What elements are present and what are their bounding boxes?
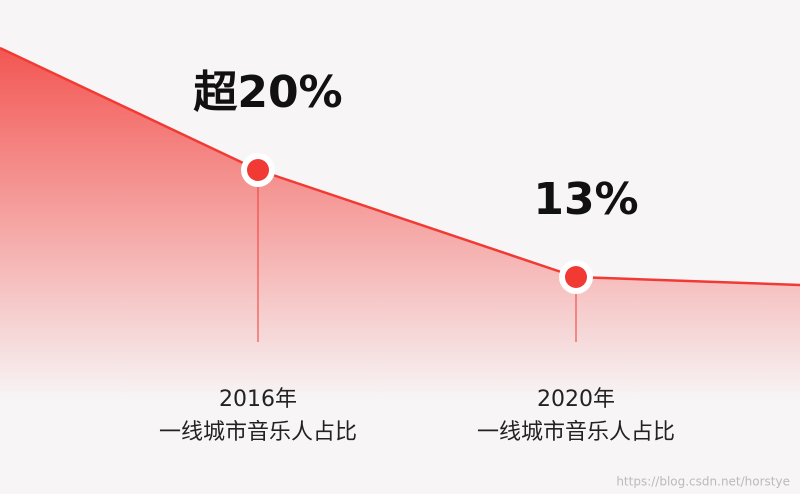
category-note: 一线城市音乐人占比	[159, 420, 357, 445]
point	[247, 159, 269, 181]
line	[257, 168, 577, 279]
value-label: 超20%	[193, 67, 342, 118]
line-extension	[575, 275, 800, 287]
area	[0, 48, 800, 400]
point	[565, 266, 587, 288]
category-label: 2020年	[537, 387, 615, 412]
line-extension	[0, 46, 259, 172]
category-note: 一线城市音乐人占比	[477, 420, 675, 445]
category-label: 2016年	[219, 387, 297, 412]
value-label: 13%	[533, 174, 638, 225]
watermark: https://blog.csdn.net/horstye	[616, 475, 790, 489]
